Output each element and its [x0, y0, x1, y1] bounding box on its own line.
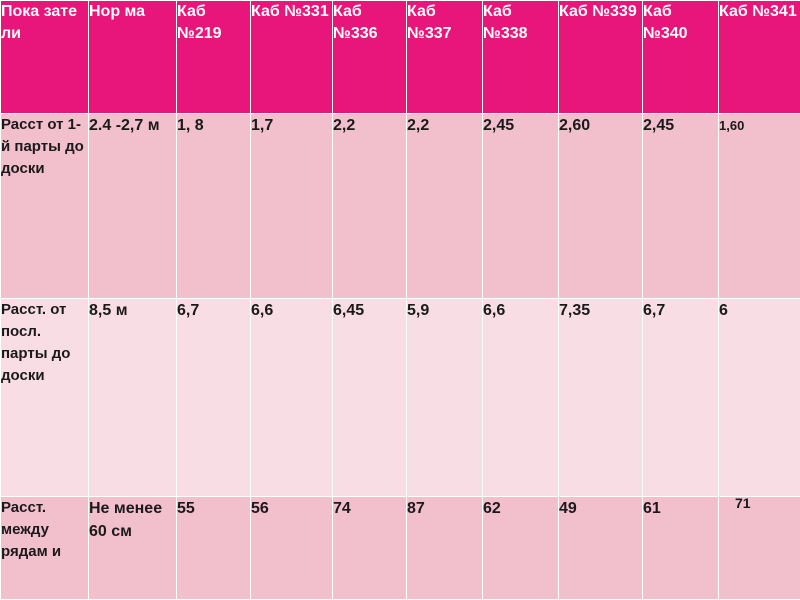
value-cell: 2,45	[482, 113, 559, 300]
value-cell: 6,6	[482, 298, 559, 497]
table-row: Расст. между рядам и Не менее 60 см 55 5…	[0, 495, 800, 600]
value-cell: 1,7	[250, 113, 333, 300]
value-cell: 71	[718, 495, 800, 600]
header-cell-room-338: Каб №338	[482, 0, 559, 115]
value-cell: 61	[642, 495, 719, 600]
table-header-row: Пока зате ли Нор ма Каб №219 Каб №331 Ка…	[0, 0, 800, 115]
value-cell: 2,45	[642, 113, 719, 300]
value-cell: 1, 8	[176, 113, 251, 300]
header-cell-indicators: Пока зате ли	[0, 0, 89, 115]
norm-cell: Не менее 60 см	[88, 495, 177, 600]
header-cell-norm: Нор ма	[88, 0, 177, 115]
row-label: Расст от 1-й парты до доски	[0, 113, 89, 300]
value-cell: 7,35	[558, 298, 643, 497]
value-text: 71	[735, 496, 751, 511]
value-cell: 6,6	[250, 298, 333, 497]
value-cell: 87	[406, 495, 483, 600]
norm-cell: 2.4 -2,7 м	[88, 113, 177, 300]
value-cell: 1,60	[718, 113, 800, 300]
value-cell: 6,7	[642, 298, 719, 497]
norm-cell: 8,5 м	[88, 298, 177, 497]
header-cell-room-337: Каб №337	[406, 0, 483, 115]
value-cell: 2,60	[558, 113, 643, 300]
header-cell-room-340: Каб №340	[642, 0, 719, 115]
header-cell-room-219: Каб №219	[176, 0, 251, 115]
value-cell: 56	[250, 495, 333, 600]
value-cell: 5,9	[406, 298, 483, 497]
header-cell-room-339: Каб №339	[558, 0, 643, 115]
value-cell: 49	[558, 495, 643, 600]
value-cell: 2,2	[406, 113, 483, 300]
value-cell: 6	[718, 298, 800, 497]
row-label: Расст. от посл. парты до доски	[0, 298, 89, 497]
value-cell: 74	[332, 495, 407, 600]
value-cell: 6,45	[332, 298, 407, 497]
table-row: Расст от 1-й парты до доски 2.4 -2,7 м 1…	[0, 113, 800, 300]
value-cell: 55	[176, 495, 251, 600]
row-label: Расст. между рядам и	[0, 495, 89, 600]
header-cell-room-341: Каб №341	[718, 0, 800, 115]
header-cell-room-336: Каб №336	[332, 0, 407, 115]
value-cell: 62	[482, 495, 559, 600]
value-cell: 6,7	[176, 298, 251, 497]
value-cell: 2,2	[332, 113, 407, 300]
header-cell-room-331: Каб №331	[250, 0, 333, 115]
table-row: Расст. от посл. парты до доски 8,5 м 6,7…	[0, 298, 800, 497]
